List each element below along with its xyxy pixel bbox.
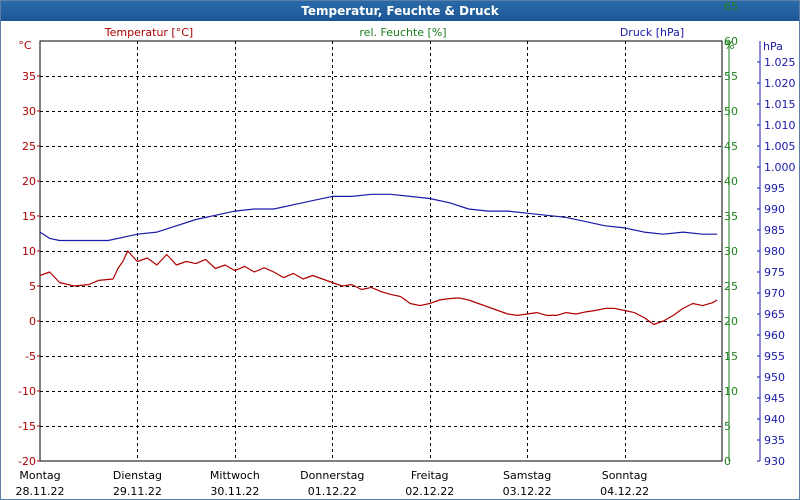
temperature-tick-label: 15 xyxy=(22,210,36,223)
temperature-tick-label: -5 xyxy=(25,350,36,363)
chart-axes: °C35302520151050-5-10-15-20%959085807570… xyxy=(18,0,795,468)
temperature-tick-label: 5 xyxy=(29,280,36,293)
temperature-axis-title: Temperatur [°C] xyxy=(104,26,193,39)
temperature-tick-label: 25 xyxy=(22,140,36,153)
x-day-label: Montag xyxy=(19,469,60,482)
temperature-tick-label: -15 xyxy=(18,420,36,433)
pressure-tick-label: 965 xyxy=(764,308,785,321)
pressure-tick-label: 975 xyxy=(764,266,785,279)
x-date-label: 03.12.22 xyxy=(503,485,552,498)
pressure-tick-label: 980 xyxy=(764,245,785,258)
x-date-label: 02.12.22 xyxy=(405,485,454,498)
humidity-tick-label: 45 xyxy=(724,140,738,153)
chart-labels: Temperatur [°C] rel. Feuchte [%] Druck [hP… xyxy=(16,26,685,498)
pressure-tick-label: 935 xyxy=(764,434,785,447)
pressure-tick-label: 950 xyxy=(764,371,785,384)
chart-grid xyxy=(39,40,723,462)
temperature-tick-label: 10 xyxy=(22,245,36,258)
humidity-tick-label: 10 xyxy=(724,385,738,398)
x-day-label: Mittwoch xyxy=(210,469,260,482)
humidity-axis-title: rel. Feuchte [%] xyxy=(359,26,446,39)
humidity-unit: % xyxy=(724,39,734,52)
pressure-axis-title: Druck [hPa] xyxy=(620,26,684,39)
x-date-label: 30.11.22 xyxy=(210,485,259,498)
x-day-label: Sonntag xyxy=(602,469,648,482)
temperature-tick-label: 20 xyxy=(22,175,36,188)
pressure-tick-label: 930 xyxy=(764,455,785,468)
x-date-label: 04.12.22 xyxy=(600,485,649,498)
chart-series xyxy=(39,193,718,326)
x-day-label: Samstag xyxy=(503,469,551,482)
pressure-tick-label: 985 xyxy=(764,224,785,237)
humidity-tick-label: 50 xyxy=(724,105,738,118)
pressure-unit: hPa xyxy=(763,40,783,53)
pressure-tick-label: 1.020 xyxy=(764,77,796,90)
pressure-tick-label: 940 xyxy=(764,413,785,426)
pressure-tick-label: 970 xyxy=(764,287,785,300)
humidity-tick-label: 55 xyxy=(724,70,738,83)
x-date-label: 29.11.22 xyxy=(113,485,162,498)
x-date-label: 01.12.22 xyxy=(308,485,357,498)
pressure-tick-label: 1.010 xyxy=(764,119,796,132)
humidity-tick-label: 60 xyxy=(724,35,738,48)
humidity-tick-label: 35 xyxy=(724,210,738,223)
pressure-tick-label: 1.015 xyxy=(764,98,796,111)
pressure-tick-label: 995 xyxy=(764,182,785,195)
humidity-tick-label: 0 xyxy=(724,455,731,468)
x-date-label: 28.11.22 xyxy=(16,485,65,498)
temperature-tick-label: 35 xyxy=(22,70,36,83)
pressure-tick-label: 990 xyxy=(764,203,785,216)
x-day-label: Freitag xyxy=(411,469,449,482)
pressure-tick-label: 945 xyxy=(764,392,785,405)
x-day-label: Dienstag xyxy=(113,469,162,482)
humidity-tick-label: 15 xyxy=(724,350,738,363)
humidity-tick-label: 30 xyxy=(724,245,738,258)
temperature-tick-label: -20 xyxy=(18,455,36,468)
window-title: Temperatur, Feuchte & Druck xyxy=(1,1,799,21)
humidity-tick-label: 20 xyxy=(724,315,738,328)
temperature-tick-label: 0 xyxy=(29,315,36,328)
pressure-tick-label: 1.025 xyxy=(764,56,796,69)
temperature-line xyxy=(39,250,718,326)
humidity-tick-label: 25 xyxy=(724,280,738,293)
x-day-label: Donnerstag xyxy=(300,469,364,482)
temperature-tick-label: 30 xyxy=(22,105,36,118)
pressure-tick-label: 1.005 xyxy=(764,140,796,153)
pressure-tick-label: 955 xyxy=(764,350,785,363)
pressure-tick-label: 960 xyxy=(764,329,785,342)
temperature-unit: °C xyxy=(18,39,32,52)
temperature-tick-label: -10 xyxy=(18,385,36,398)
pressure-tick-label: 1.000 xyxy=(764,161,796,174)
humidity-tick-label: 65 xyxy=(724,0,738,13)
pressure-line xyxy=(39,193,718,242)
humidity-tick-label: 40 xyxy=(724,175,738,188)
humidity-tick-label: 5 xyxy=(724,420,731,433)
